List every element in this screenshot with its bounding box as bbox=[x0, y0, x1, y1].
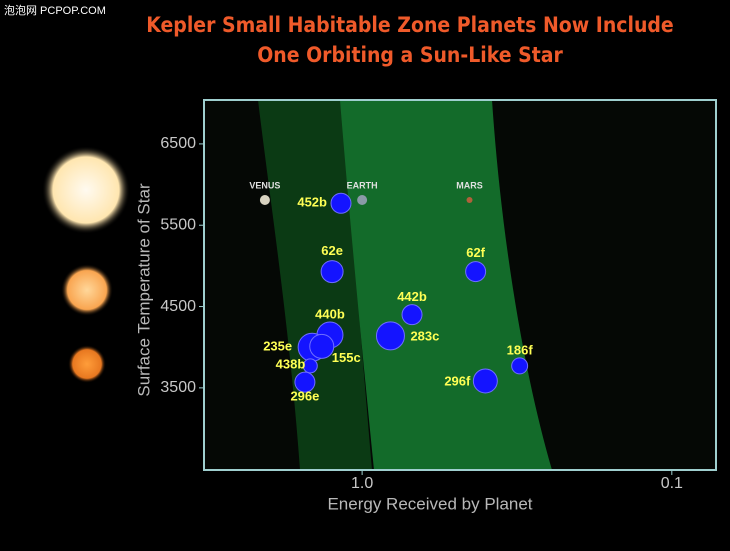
planet bbox=[320, 260, 344, 284]
chart-title: One Orbiting a Sun-Like Star bbox=[257, 43, 563, 67]
planet-label: 155c bbox=[332, 350, 361, 365]
planet bbox=[294, 371, 316, 393]
star-icon bbox=[61, 264, 113, 316]
planet bbox=[302, 358, 318, 374]
solar-planet-label: VENUS bbox=[249, 180, 280, 190]
planet-label: 440b bbox=[315, 306, 345, 321]
habitable-zone bbox=[340, 100, 552, 470]
watermark: 泡泡网 PCPOP.COM bbox=[4, 3, 106, 17]
y-tick-label: 3500 bbox=[160, 379, 196, 396]
solar-planet bbox=[466, 197, 473, 204]
planet bbox=[465, 261, 487, 283]
star-icon bbox=[42, 146, 130, 234]
x-tick-label: 0.1 bbox=[661, 475, 683, 492]
plot-frame bbox=[203, 99, 717, 471]
planet bbox=[511, 357, 529, 375]
planet-label: 452b bbox=[297, 195, 327, 210]
planet bbox=[401, 304, 423, 326]
solar-planet-label: EARTH bbox=[347, 180, 378, 190]
planet-label: 442b bbox=[397, 289, 427, 304]
y-tick-label: 4500 bbox=[160, 298, 196, 315]
chart-title: Kepler Small Habitable Zone Planets Now … bbox=[146, 13, 674, 37]
planet bbox=[375, 321, 405, 351]
planet-label: 186f bbox=[507, 342, 534, 357]
solar-planet bbox=[259, 195, 270, 206]
solar-planet-label: MARS bbox=[456, 180, 483, 190]
planet bbox=[309, 333, 335, 359]
planet-label: 283c bbox=[410, 328, 439, 343]
planet bbox=[472, 368, 498, 394]
planet-label: 235e bbox=[263, 339, 292, 354]
planet-label: 62e bbox=[321, 243, 343, 258]
y-tick-label: 6500 bbox=[160, 135, 196, 152]
solar-planet bbox=[357, 195, 368, 206]
planet-label: 62f bbox=[466, 245, 485, 260]
star-icon bbox=[68, 345, 106, 383]
y-tick-label: 5500 bbox=[160, 216, 196, 233]
habitable-zone-outer bbox=[258, 100, 372, 470]
planet-label: 296e bbox=[290, 389, 319, 404]
planet-label: 296f bbox=[444, 373, 471, 388]
planet bbox=[330, 192, 352, 214]
x-axis-label: Energy Received by Planet bbox=[327, 494, 532, 513]
planet-label: 438b bbox=[276, 356, 306, 371]
y-axis-label: Surface Temperature of Star bbox=[134, 183, 153, 397]
x-tick-label: 1.0 bbox=[351, 475, 373, 492]
